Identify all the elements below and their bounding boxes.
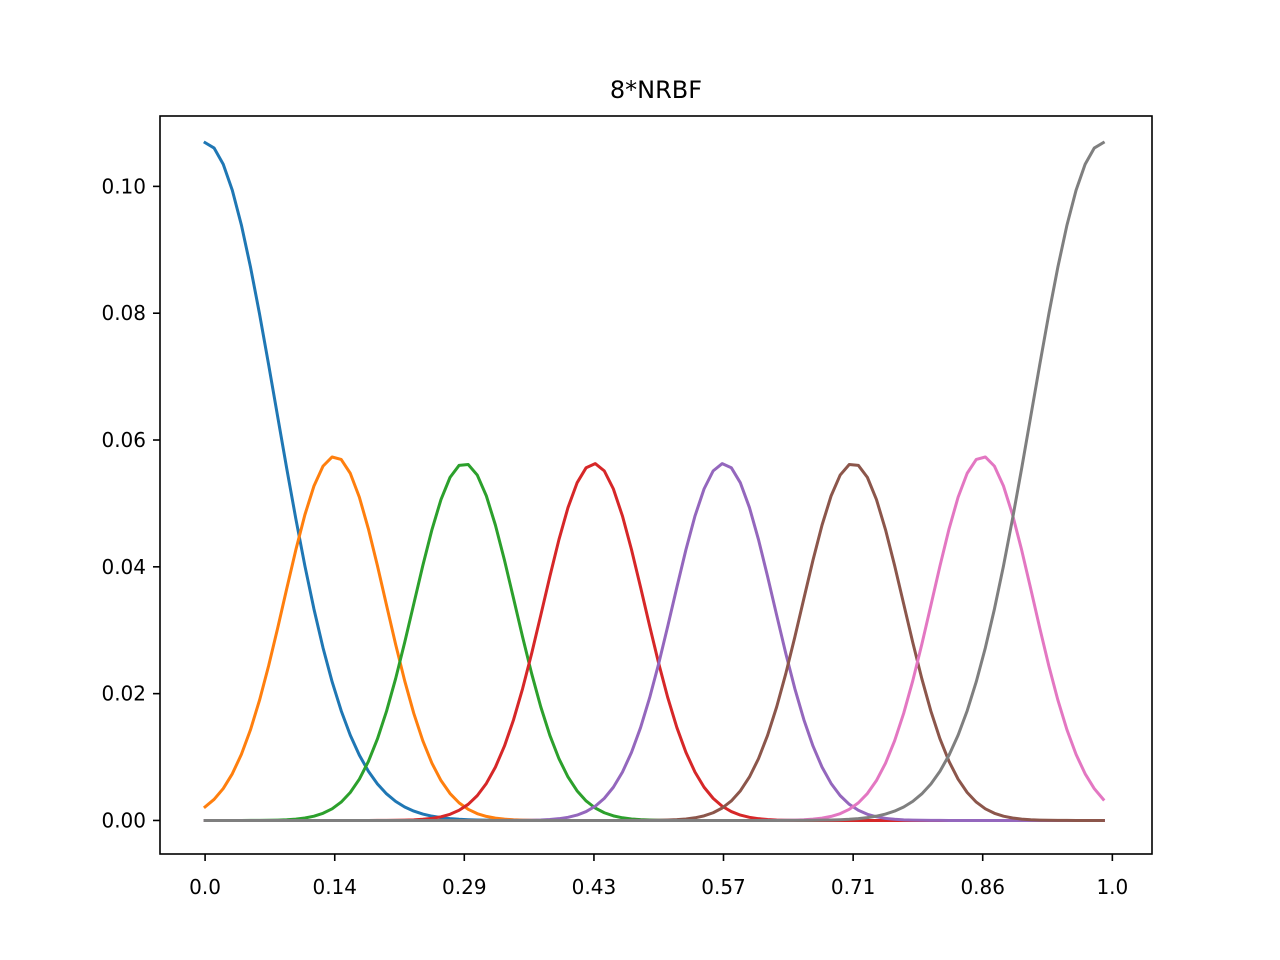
x-tick-label: 1.0	[1096, 875, 1128, 899]
series-line-8	[203, 140, 1106, 822]
plot-frame	[159, 115, 1153, 855]
x-tick-label: 0.86	[960, 875, 1005, 899]
series-layer	[202, 140, 1106, 822]
x-tick-label: 0.57	[701, 875, 746, 899]
y-tick-label: 0.10	[101, 174, 146, 198]
x-tick-label: 0.0	[189, 875, 221, 899]
y-tick-label: 0.06	[101, 428, 146, 452]
y-tick-label: 0.04	[101, 555, 146, 579]
x-tick-label: 0.71	[831, 875, 876, 899]
y-tick-label: 0.00	[101, 808, 146, 832]
x-tick-label: 0.14	[312, 875, 357, 899]
x-tick-label: 0.43	[572, 875, 617, 899]
y-tick-label: 0.08	[101, 301, 146, 325]
chart-title: 8*NRBF	[610, 76, 702, 104]
x-tick-label: 0.29	[442, 875, 487, 899]
axes-layer: 0.0 0.14 0.29 0.43 0.57 0.71 0.86 1.0 0.00 0.02 0.…	[101, 174, 1128, 899]
y-tick-label: 0.02	[101, 682, 146, 706]
